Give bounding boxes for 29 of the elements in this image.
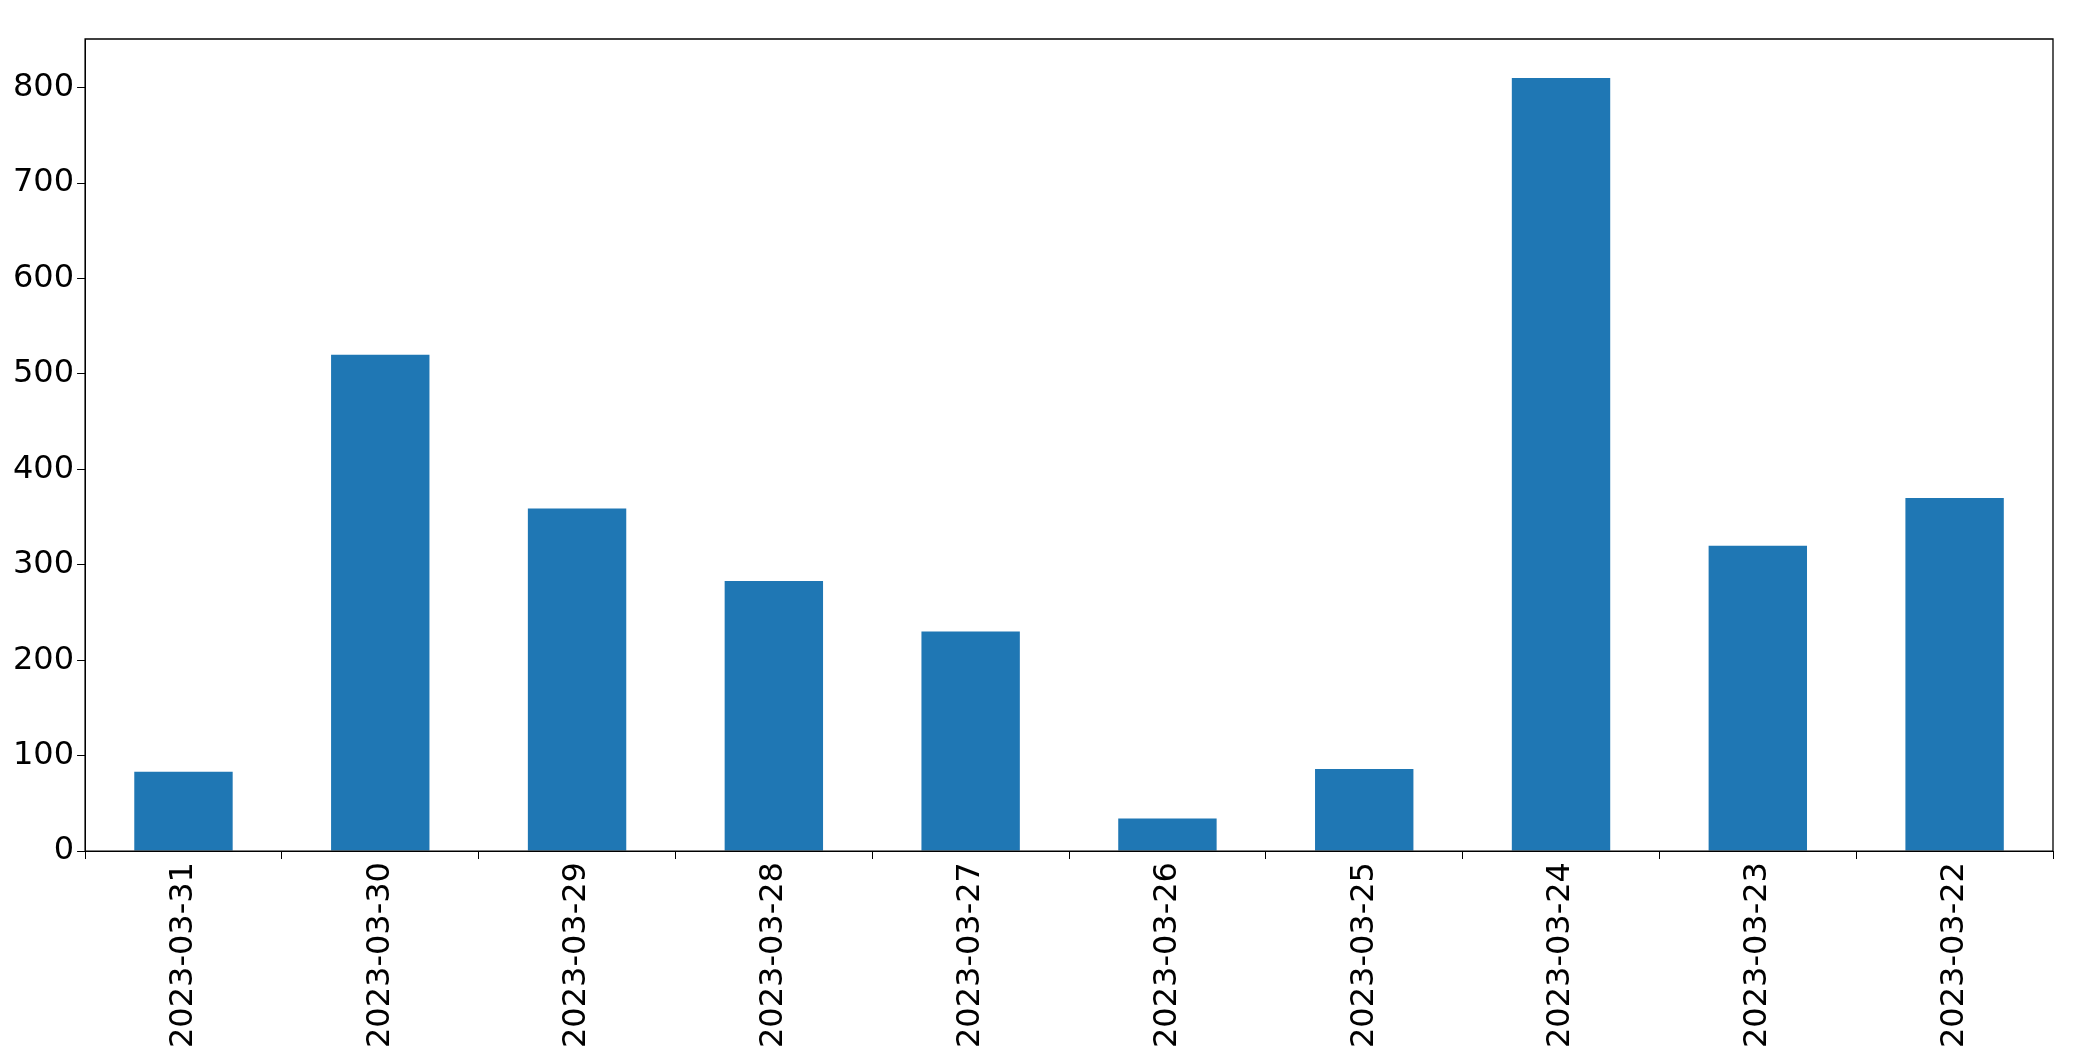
y-tick-label: 0 [53, 829, 75, 868]
y-tick-label: 800 [13, 65, 75, 104]
bar [921, 631, 1020, 851]
bar [527, 508, 627, 851]
x-tick-label: 2023-03-26 [1145, 862, 1184, 1048]
bar [1511, 78, 1611, 851]
x-tick-label: 2023-03-25 [1342, 862, 1381, 1048]
x-tick-label: 2023-03-24 [1539, 862, 1578, 1048]
x-tick-label: 2023-03-28 [752, 862, 791, 1048]
y-tick-label: 200 [13, 638, 75, 677]
x-tick-label: 2023-03-31 [161, 862, 200, 1048]
y-tick-label: 600 [13, 256, 75, 295]
bar [134, 771, 233, 851]
bar [1708, 545, 1808, 851]
x-tick-label: 2023-03-23 [1736, 862, 1775, 1048]
y-tick-label: 300 [13, 543, 75, 582]
bar [1315, 768, 1414, 851]
x-tick-label: 2023-03-22 [1932, 862, 1971, 1048]
x-tick-label: 2023-03-29 [555, 862, 594, 1048]
bar [1118, 818, 1217, 851]
bar [724, 580, 824, 851]
y-tick-label: 400 [13, 447, 75, 486]
bar [1905, 497, 2004, 851]
y-tick-label: 700 [13, 161, 75, 200]
bar [331, 354, 430, 851]
x-tick-label: 2023-03-30 [358, 862, 397, 1048]
y-tick-label: 500 [13, 352, 75, 391]
x-tick-label: 2023-03-27 [948, 862, 987, 1048]
y-tick-label: 100 [13, 733, 75, 772]
